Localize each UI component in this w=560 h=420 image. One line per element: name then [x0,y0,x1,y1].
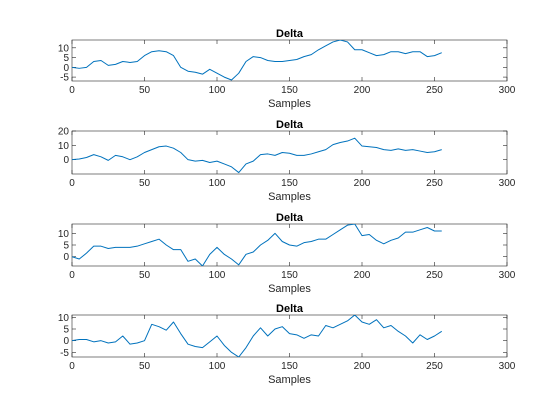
x-tick-label: 50 [139,270,151,281]
x-axis-label: Samples [268,98,311,110]
series-line [72,40,442,81]
y-tick-label: -5 [60,73,69,84]
y-tick-label: 5 [63,53,69,64]
subplot-title: Delta [276,119,304,131]
subplot-2: 0 50 100 150 200 250 300 0 10 20 Delta Samples [58,119,516,203]
x-tick-label: 200 [354,270,371,281]
x-tick-label: 0 [69,270,75,281]
y-tick-label: 0 [63,63,69,74]
subplot-title: Delta [276,28,304,40]
plot-area [71,314,508,358]
x-tick-label: 250 [426,178,443,189]
x-tick-label: 250 [426,361,443,372]
y-tick-label: 5 [63,241,69,252]
y-tick-label: 5 [63,325,69,336]
y-tick-label: 10 [58,229,70,240]
x-tick-label: 150 [281,178,298,189]
y-tick-label: 0 [63,155,69,166]
y-tick-label: 10 [58,43,70,54]
y-tick-label: 0 [63,252,69,263]
x-tick-label: 150 [281,85,298,96]
y-tick-label: 20 [58,127,70,138]
x-axis-label: Samples [268,374,311,386]
x-tick-label: 300 [499,178,516,189]
subplot-title: Delta [276,212,304,224]
x-tick-label: 300 [499,85,516,96]
x-tick-label: 100 [209,270,226,281]
series-line [72,224,442,266]
series-line [72,315,443,357]
y-tick-label: -5 [60,348,69,359]
x-tick-label: 250 [426,270,443,281]
subplot-title: Delta [276,303,304,315]
x-tick-label: 0 [69,178,75,189]
x-tick-label: 300 [499,270,516,281]
x-tick-label: 200 [354,361,371,372]
x-tick-label: 50 [139,178,151,189]
x-axis-label: Samples [268,283,311,295]
x-tick-label: 0 [69,85,75,96]
x-tick-label: 150 [281,361,298,372]
x-tick-label: 200 [354,178,371,189]
plot-area [71,130,508,175]
x-tick-label: 200 [354,85,371,96]
y-tick-label: 10 [58,141,70,152]
x-tick-label: 250 [426,85,443,96]
x-tick-label: 100 [209,361,226,372]
x-axis-label: Samples [268,191,311,203]
x-tick-label: 50 [139,85,151,96]
x-tick-label: 100 [209,178,226,189]
series-line [72,137,442,174]
x-tick-label: 50 [139,361,151,372]
y-tick-label: 0 [63,336,69,347]
y-tick-label: 10 [58,313,70,324]
x-tick-label: 300 [499,361,516,372]
x-tick-label: 0 [69,361,75,372]
x-tick-label: 150 [281,270,298,281]
x-tick-label: 100 [209,85,226,96]
